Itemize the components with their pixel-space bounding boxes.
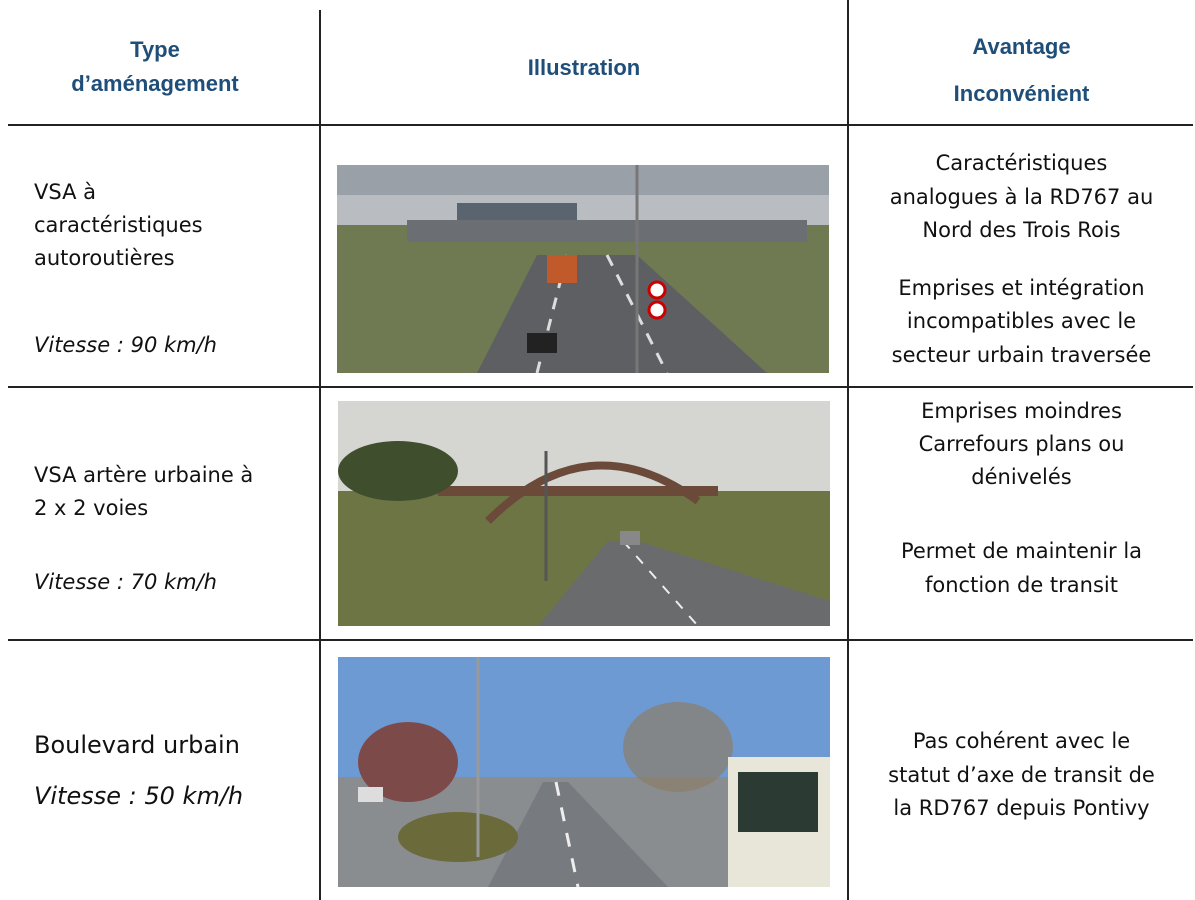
advantage-text: fonction de transit: [925, 573, 1118, 597]
illustration-highway: [337, 165, 829, 373]
header-cell: Avantage: [972, 34, 1071, 59]
advantage-text: dénivelés: [971, 465, 1072, 489]
row-divider: [8, 639, 1193, 641]
speed-text: Vitesse : 50 km/h: [34, 782, 244, 810]
type-text: VSA artère urbaine à: [34, 463, 254, 487]
advantage-text: Emprises et intégration: [898, 276, 1145, 300]
header-cell: Type: [130, 37, 180, 62]
column-divider: [319, 10, 321, 900]
advantage-text: Emprises moindres: [921, 399, 1122, 423]
type-text: Boulevard urbain: [34, 731, 240, 759]
type-text: VSA à: [34, 180, 96, 204]
speed-text: Vitesse : 70 km/h: [34, 570, 217, 594]
header-cell: Inconvénient: [953, 81, 1090, 106]
advantage-text: incompatibles avec le: [906, 309, 1137, 333]
header-cell: d’aménagement: [71, 71, 239, 96]
advantage-text: secteur urbain traversée: [891, 343, 1152, 367]
advantage-text: la RD767 depuis Pontivy: [893, 796, 1150, 820]
type-text: autoroutières: [34, 246, 175, 270]
advantage-text: Nord des Trois Rois: [922, 218, 1121, 242]
type-text: 2 x 2 voies: [34, 496, 149, 520]
advantage-text: statut d’axe de transit de: [888, 763, 1155, 787]
row-divider: [8, 124, 1193, 126]
header-cell: Illustration: [527, 55, 641, 80]
illustration-boulevard: [338, 657, 830, 887]
advantage-text: Permet de maintenir la: [900, 539, 1143, 563]
illustration-arterial: [338, 401, 830, 626]
advantage-text: analogues à la RD767 au: [889, 185, 1154, 209]
column-divider: [847, 0, 849, 900]
advantage-text: Pas cohérent avec le: [912, 729, 1131, 753]
row-divider: [8, 386, 1193, 388]
type-text: caractéristiques: [34, 213, 203, 237]
advantage-text: Caractéristiques: [935, 151, 1108, 175]
speed-text: Vitesse : 90 km/h: [34, 333, 217, 357]
advantage-text: Carrefours plans ou: [918, 432, 1125, 456]
